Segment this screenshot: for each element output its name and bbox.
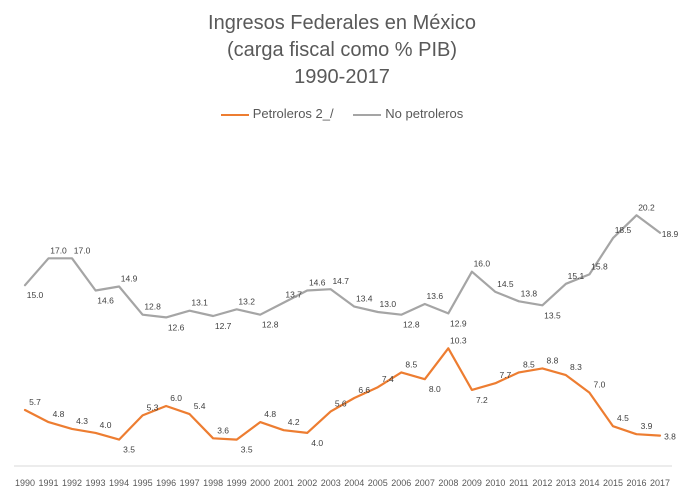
data-label: 8.0 [429,384,441,394]
data-label: 6.6 [358,385,370,395]
x-tick-label: 2017 [650,478,670,488]
x-tick-label: 2010 [485,478,505,488]
x-tick-label: 2002 [297,478,317,488]
x-tick-label: 2005 [368,478,388,488]
data-label: 8.8 [546,355,558,365]
data-label: 12.8 [403,320,420,330]
data-label: 5.7 [29,397,41,407]
series-line-petroleros [23,347,662,441]
data-label: 15.1 [568,271,585,281]
x-tick-label: 2014 [579,478,599,488]
data-label: 13.7 [285,290,302,300]
x-tick-label: 1990 [15,478,35,488]
x-tick-label: 2015 [603,478,623,488]
data-label: 3.5 [241,445,253,455]
legend-swatch-no-petroleros [353,113,382,116]
data-label: 12.8 [262,320,279,330]
x-tick-label: 1998 [203,478,223,488]
data-label: 12.8 [144,302,161,312]
data-label: 12.7 [215,321,232,331]
data-label: 7.2 [476,395,488,405]
data-label: 7.4 [382,374,394,384]
chart-legend: Petroleros 2_/ No petroleros [0,106,684,121]
data-label: 3.6 [217,425,229,435]
data-label: 3.9 [641,421,653,431]
data-label: 13.6 [427,291,444,301]
data-label: 8.3 [570,362,582,372]
data-label: 8.5 [405,359,417,369]
data-label: 14.7 [332,276,349,286]
x-tick-label: 2000 [250,478,270,488]
x-tick-label: 2001 [274,478,294,488]
x-tick-label: 2013 [556,478,576,488]
data-label: 13.2 [238,296,255,306]
data-label: 13.1 [191,298,208,308]
x-tick-label: 1995 [133,478,153,488]
data-label: 17.0 [50,245,67,255]
data-label: 13.4 [356,294,373,304]
chart-title-line-1: Ingresos Federales en México [208,12,476,34]
data-label: 14.9 [121,273,138,283]
data-label: 4.0 [311,438,323,448]
data-label: 14.6 [97,296,114,306]
legend-label-petroleros: Petroleros 2_/ [252,106,334,121]
data-label: 5.4 [194,401,206,411]
data-label: 10.3 [450,335,467,345]
data-label: 16.0 [474,259,491,269]
data-label: 14.5 [497,279,514,289]
data-label: 13.5 [544,310,561,320]
x-tick-label: 2004 [344,478,364,488]
x-tick-label: 1992 [62,478,82,488]
data-label: 7.0 [594,380,606,390]
data-label: 15.0 [27,290,44,300]
data-label: 7.7 [499,370,511,380]
x-tick-label: 1999 [227,478,247,488]
data-label: 12.6 [168,322,185,332]
data-label: 3.5 [123,445,135,455]
x-tick-label: 2016 [626,478,646,488]
data-label: 4.2 [288,417,300,427]
data-label: 5.6 [335,398,347,408]
data-label: 13.0 [380,299,397,309]
data-label: 4.3 [76,416,88,426]
data-label: 18.9 [662,229,679,239]
data-label: 4.8 [264,409,276,419]
x-tick-label: 2008 [438,478,458,488]
series-line-no-petroleros [23,214,662,319]
data-label: 8.5 [523,359,535,369]
data-label: 12.9 [450,318,467,328]
x-tick-label: 1996 [156,478,176,488]
x-tick-label: 2003 [321,478,341,488]
chart-title-line-2: (carga fiscal como % PIB) [226,39,458,61]
data-label: 4.0 [100,420,112,430]
legend-item-no-petroleros: No petroleros [353,106,463,121]
legend-label-no-petroleros: No petroleros [385,106,464,121]
chart-title-line-3: 1990-2017 [294,66,390,88]
x-tick-label: 1997 [180,478,200,488]
data-label: 15.8 [591,261,608,271]
data-label: 17.0 [74,245,91,255]
x-tick-label: 2007 [415,478,435,488]
x-tick-label: 1991 [39,478,59,488]
data-label: 6.0 [170,393,182,403]
data-label: 18.5 [615,225,632,235]
data-label: 5.3 [147,402,159,412]
x-tick-label: 2011 [509,478,528,488]
legend-swatch-petroleros [220,113,249,116]
legend-item-petroleros: Petroleros 2_/ [220,106,334,121]
x-tick-label: 1993 [86,478,106,488]
data-label: 14.6 [309,278,326,288]
x-tick-label: 2012 [532,478,552,488]
x-tick-label: 1994 [109,478,129,488]
x-tick-label: 2009 [462,478,482,488]
data-label: 20.2 [638,202,655,212]
x-tick-label: 2006 [391,478,411,488]
data-label: 4.5 [617,413,629,423]
data-label: 13.8 [521,288,538,298]
data-label: 4.8 [53,409,65,419]
data-label: 3.8 [664,432,676,442]
